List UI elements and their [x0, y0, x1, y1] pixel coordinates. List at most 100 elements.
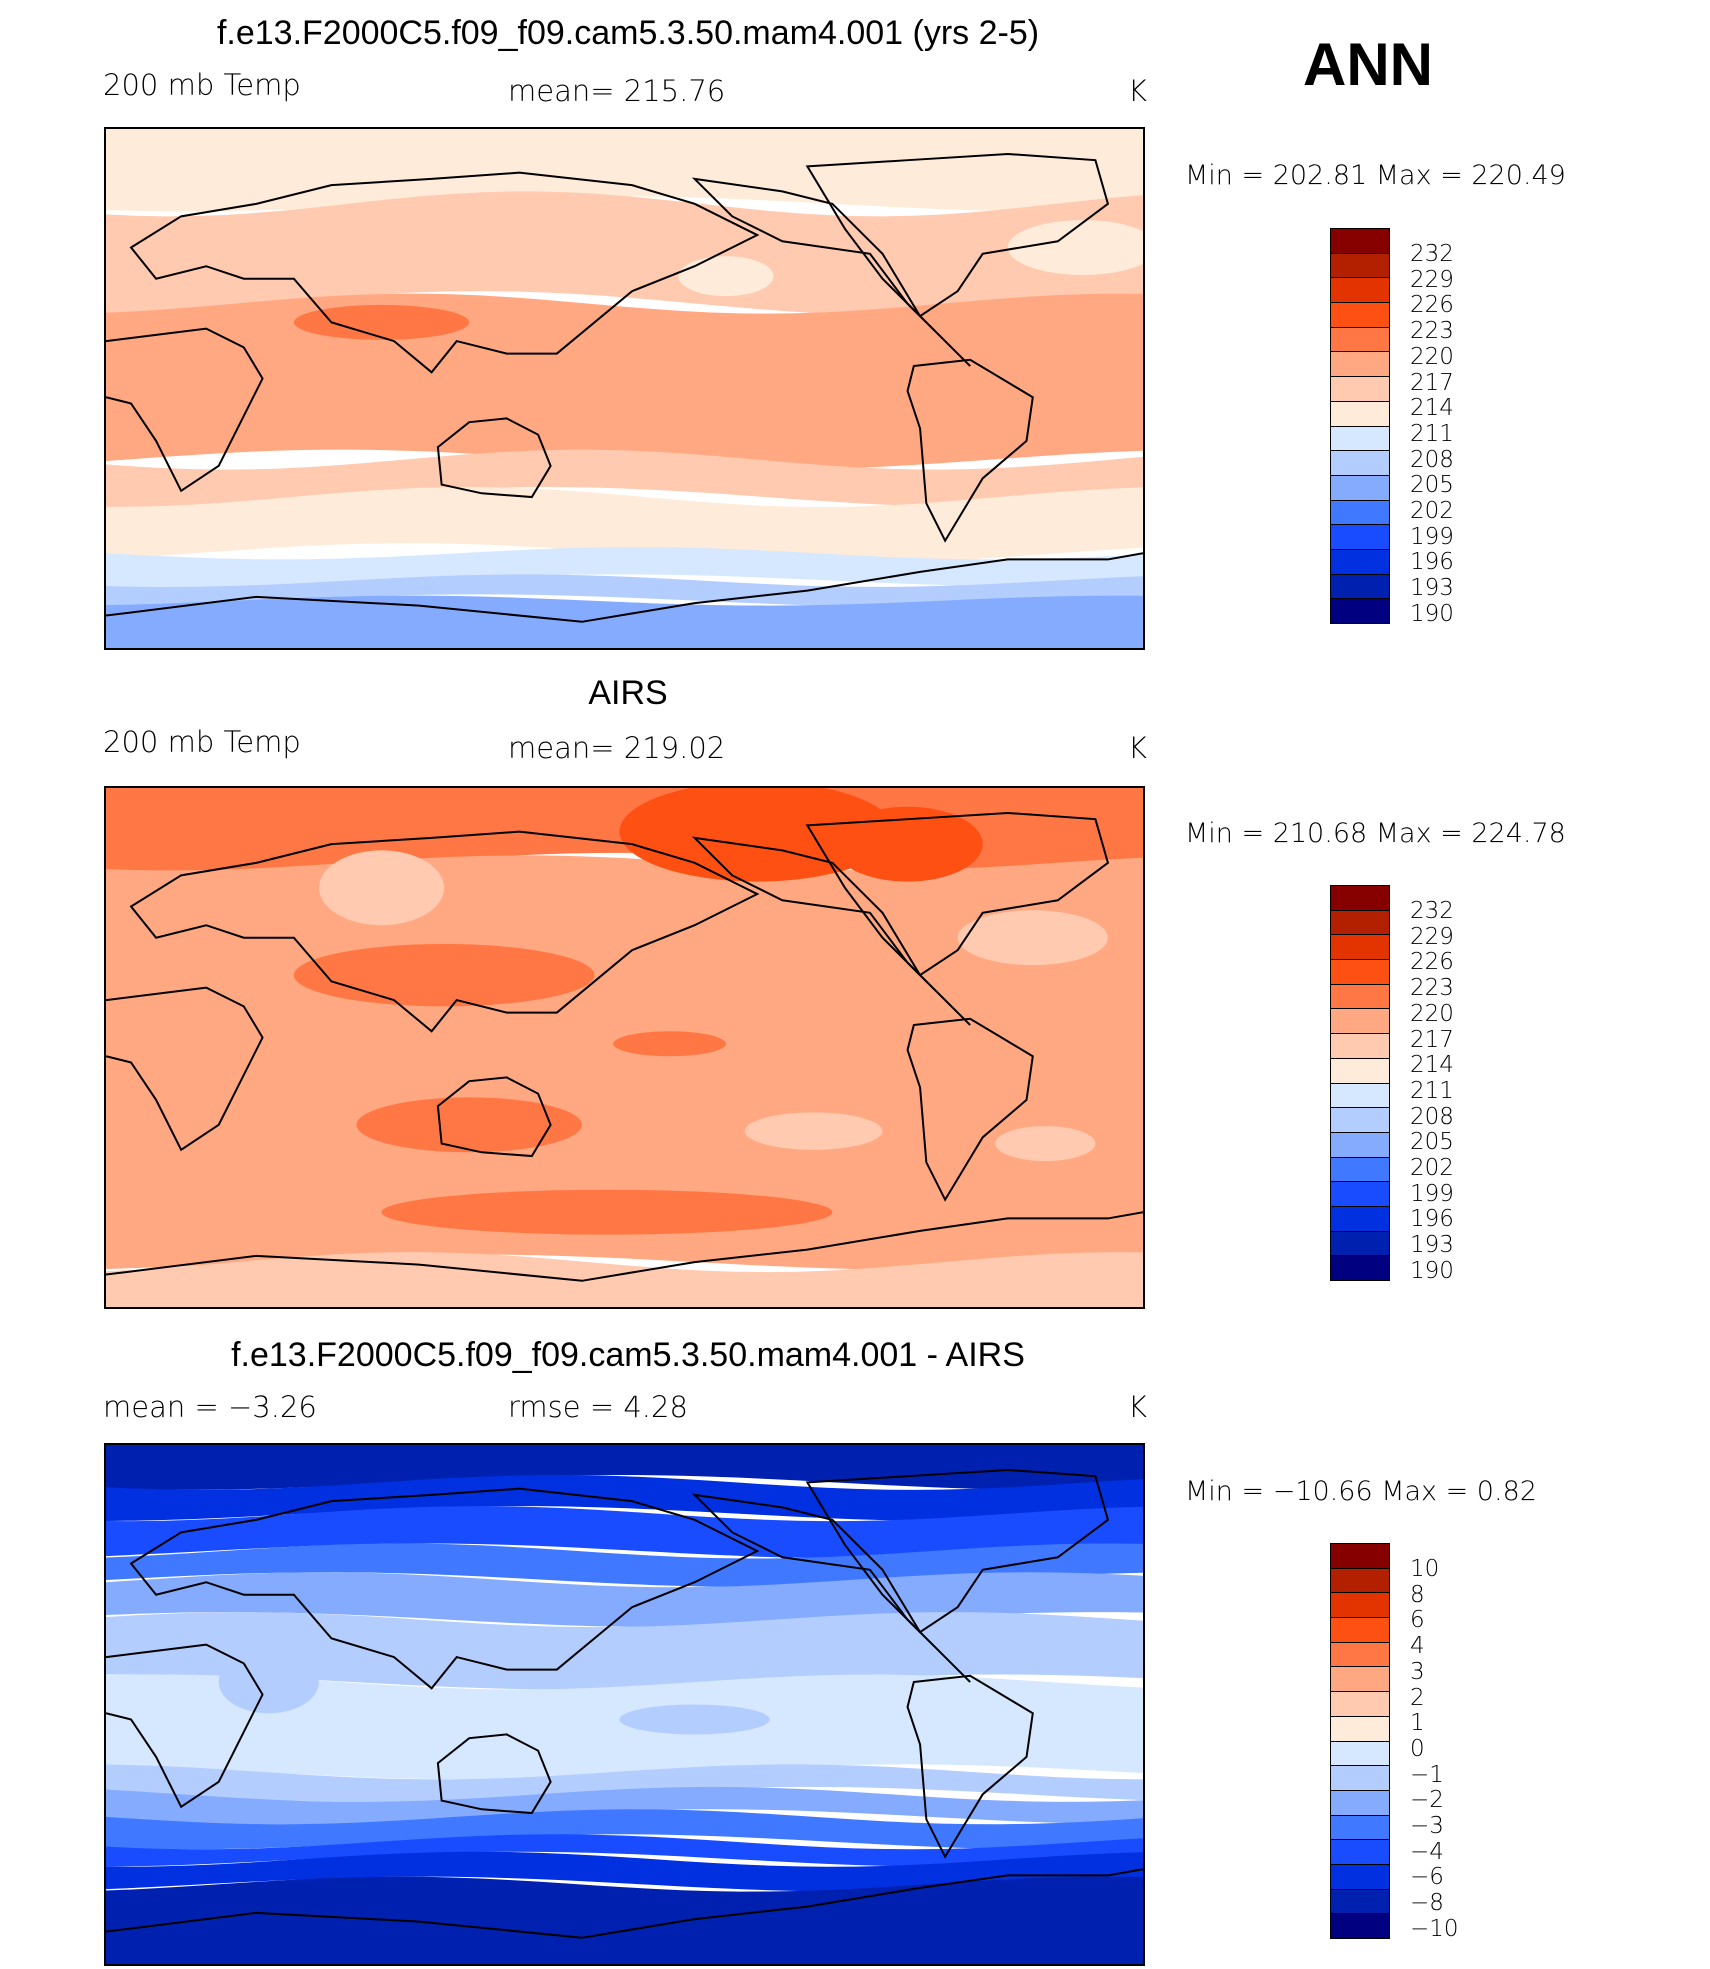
colorbar-tick-label: 214 — [1410, 395, 1454, 422]
colorbar-swatch — [1330, 1765, 1390, 1791]
coastline — [106, 1868, 1143, 1939]
mean-label: mean= 219.02 — [508, 731, 726, 765]
variable-label: 200 mb Temp — [103, 68, 301, 102]
coastline — [436, 1076, 552, 1158]
contour-band — [106, 1445, 1143, 1490]
colorbar-swatch — [1330, 1033, 1390, 1059]
coastline — [805, 811, 1110, 977]
coastline — [906, 358, 1034, 543]
contour-band — [106, 1786, 1143, 1825]
colorbar-tick-label: 211 — [1410, 420, 1454, 447]
colorbar-tick-label: 208 — [1410, 1103, 1454, 1130]
coastline — [691, 836, 971, 1026]
colorbar-tick-label: 193 — [1410, 575, 1454, 602]
colorbar-tick-label: 4 — [1410, 1633, 1425, 1660]
colorbar-tick-label: 211 — [1410, 1077, 1454, 1104]
colorbar-tick-label: 10 — [1410, 1556, 1440, 1582]
minmax-label: Min = 202.81 Max = 220.49 — [1185, 160, 1566, 191]
coastline — [691, 177, 971, 367]
colorbar-tick-label: −1 — [1410, 1761, 1444, 1788]
contour-band — [106, 1506, 1143, 1559]
contour-blob — [744, 1112, 883, 1150]
colorbar-swatch — [1330, 1592, 1390, 1619]
coastline — [906, 1674, 1034, 1859]
colorbar-swatch — [1330, 524, 1390, 550]
coastline — [106, 552, 1143, 623]
contour-blob — [957, 910, 1108, 966]
contour-band — [106, 574, 1143, 607]
colorbar-tick-label: 1 — [1410, 1710, 1425, 1737]
contour-blob — [619, 1704, 770, 1735]
colorbar-swatch — [1330, 1888, 1390, 1915]
contour-blob — [832, 806, 983, 882]
colorbar-swatch — [1330, 1057, 1390, 1084]
colorbar — [1330, 228, 1390, 624]
colorbar-tick-label: 205 — [1410, 1129, 1454, 1156]
colorbar-tick-label: 205 — [1410, 472, 1454, 499]
colorbar-tick-label: 220 — [1410, 1000, 1454, 1027]
colorbar-tick-label: 190 — [1410, 600, 1454, 627]
colorbar-tick-label: 232 — [1410, 241, 1454, 267]
colorbar-tick-label: 217 — [1410, 1026, 1454, 1053]
season-label: ANN — [1303, 31, 1433, 98]
coastline — [106, 986, 264, 1152]
colorbar-swatch — [1330, 228, 1390, 254]
contour-band — [106, 487, 1143, 564]
colorbar-swatch — [1330, 548, 1390, 575]
contour-blob — [678, 256, 774, 297]
contour-blob — [381, 1189, 833, 1235]
colorbar-tick-label: 229 — [1410, 266, 1454, 293]
colorbar-swatch — [1330, 934, 1390, 961]
contour-blob — [218, 1650, 319, 1714]
colorbar-tick-label: 3 — [1410, 1658, 1425, 1685]
colorbar-swatch — [1330, 1255, 1390, 1281]
coastline — [106, 327, 264, 493]
coastline — [106, 1211, 1143, 1282]
contour-band — [106, 1612, 1143, 1690]
colorbar-tick-label: 226 — [1410, 292, 1454, 319]
colorbar-swatch — [1330, 909, 1390, 936]
colorbar-tick-label: 199 — [1410, 1180, 1454, 1207]
colorbar-swatch — [1330, 326, 1390, 353]
colorbar-swatch — [1330, 1008, 1390, 1035]
colorbar-swatch — [1330, 474, 1390, 501]
colorbar-swatch — [1330, 277, 1390, 304]
rmse-label: rmse = 4.28 — [508, 1390, 688, 1424]
contour-band — [106, 1834, 1143, 1867]
contour-band — [106, 1764, 1143, 1802]
colorbar-swatch — [1330, 351, 1390, 378]
contour-band — [106, 1851, 1143, 1892]
contour-blob — [1007, 220, 1143, 275]
colorbar-swatch — [1330, 252, 1390, 279]
colorbar-swatch — [1330, 450, 1390, 476]
colorbar-swatch — [1330, 885, 1390, 911]
colorbar-swatch — [1330, 1617, 1390, 1643]
contour-band — [106, 546, 1143, 587]
map-model — [104, 127, 1145, 650]
coastline — [906, 1017, 1034, 1202]
colorbar-swatch — [1330, 1666, 1390, 1693]
colorbar-swatch — [1330, 1913, 1390, 1939]
colorbar-swatch — [1330, 1230, 1390, 1257]
coastline — [436, 1733, 552, 1815]
coastline — [691, 1493, 971, 1683]
colorbar-swatch — [1330, 1715, 1390, 1742]
coastline — [436, 417, 552, 499]
colorbar-tick-label: 217 — [1410, 369, 1454, 396]
colorbar-swatch — [1330, 1543, 1390, 1569]
contour-band — [106, 191, 1143, 317]
colorbar-tick-label: 190 — [1410, 1257, 1454, 1284]
colorbar-tick-label: 199 — [1410, 523, 1454, 550]
units-label: K — [1128, 1390, 1148, 1424]
colorbar-swatch — [1330, 1205, 1390, 1232]
coastline — [129, 171, 760, 374]
contour-band — [106, 1809, 1143, 1850]
panel-title: AIRS — [588, 674, 668, 712]
colorbar-tick-label: 214 — [1410, 1052, 1454, 1079]
colorbar-swatch — [1330, 1863, 1390, 1890]
coastline — [106, 1643, 264, 1809]
colorbar-tick-label: 223 — [1410, 975, 1454, 1002]
colorbar-swatch — [1330, 1691, 1390, 1717]
colorbar-tick-label: 8 — [1410, 1581, 1425, 1608]
colorbar-tick-label: 6 — [1410, 1607, 1425, 1634]
